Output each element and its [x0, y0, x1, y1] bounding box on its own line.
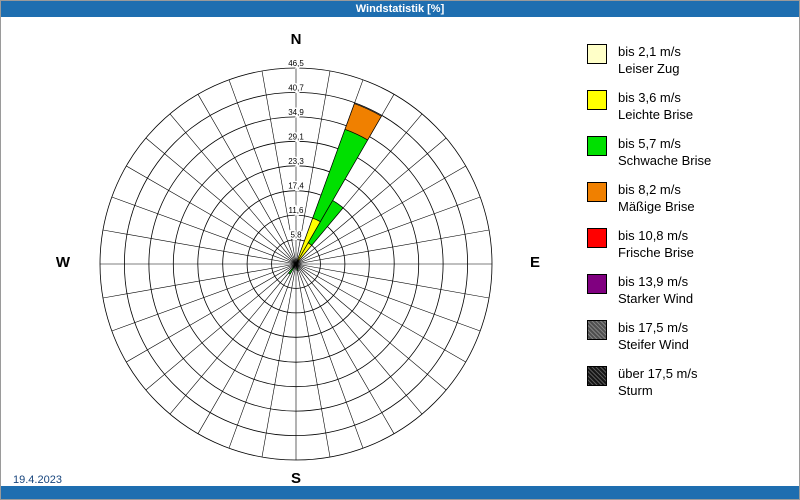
legend-speed: bis 3,6 m/s [618, 90, 681, 105]
legend-name: Leichte Brise [618, 107, 694, 122]
legend-speed: bis 17,5 m/s [618, 320, 689, 335]
titlebar: Windstatistik [%] [1, 1, 799, 17]
bottombar [1, 486, 799, 499]
legend-color-swatch [587, 320, 607, 340]
legend-item: bis 3,6 m/s Leichte Brise [587, 89, 792, 123]
compass-south-label: S [290, 470, 301, 487]
legend-name: Schwache Brise [618, 153, 712, 168]
legend-color-swatch [587, 136, 607, 156]
legend-speed: bis 10,8 m/s [618, 228, 689, 243]
legend-item: bis 17,5 m/s Steifer Wind [587, 319, 792, 353]
legend-item: bis 10,8 m/s Frische Brise [587, 227, 792, 261]
date-label: 19.4.2023 [13, 474, 62, 486]
compass-west-label: W [55, 254, 71, 271]
legend-name: Steifer Wind [618, 337, 689, 352]
legend-speed: bis 8,2 m/s [618, 182, 681, 197]
svg-text:29,1: 29,1 [288, 132, 304, 141]
legend-name: Leiser Zug [618, 61, 680, 76]
svg-text:5,8: 5,8 [290, 231, 302, 240]
compass-east-label: E [529, 254, 540, 271]
legend-name: Sturm [618, 383, 653, 398]
svg-text:40,7: 40,7 [288, 83, 304, 92]
legend-color-swatch [587, 228, 607, 248]
window-title: Windstatistik [%] [355, 3, 445, 15]
legend-speed: über 17,5 m/s [618, 366, 698, 381]
legend-color-swatch [587, 274, 607, 294]
legend-color-swatch [587, 90, 607, 110]
svg-text:46,5: 46,5 [288, 59, 304, 68]
legend-item: bis 2,1 m/s Leiser Zug [587, 43, 792, 77]
legend-color-swatch [587, 366, 607, 386]
svg-text:11,6: 11,6 [289, 206, 305, 215]
legend-name: Starker Wind [618, 291, 694, 306]
legend-speed: bis 2,1 m/s [618, 44, 681, 59]
legend-name: Frische Brise [618, 245, 694, 260]
legend-item: über 17,5 m/s Sturm [587, 365, 792, 399]
legend-color-swatch [587, 44, 607, 64]
compass-north-label: N [290, 31, 302, 48]
legend-speed: bis 5,7 m/s [618, 136, 681, 151]
legend-item: bis 8,2 m/s Mäßige Brise [587, 181, 792, 215]
legend-speed: bis 13,9 m/s [618, 274, 689, 289]
legend-item: bis 5,7 m/s Schwache Brise [587, 135, 792, 169]
legend: bis 2,1 m/s Leiser Zug bis 3,6 m/s Leich… [587, 43, 792, 411]
legend-color-swatch [587, 182, 607, 202]
svg-text:34,9: 34,9 [288, 108, 304, 117]
legend-item: bis 13,9 m/s Starker Wind [587, 273, 792, 307]
legend-name: Mäßige Brise [618, 199, 695, 214]
svg-text:17,4: 17,4 [288, 182, 304, 191]
svg-text:23,3: 23,3 [288, 157, 304, 166]
